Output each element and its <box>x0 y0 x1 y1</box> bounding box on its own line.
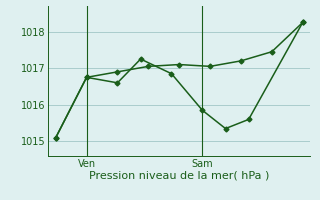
X-axis label: Pression niveau de la mer( hPa ): Pression niveau de la mer( hPa ) <box>89 170 269 180</box>
